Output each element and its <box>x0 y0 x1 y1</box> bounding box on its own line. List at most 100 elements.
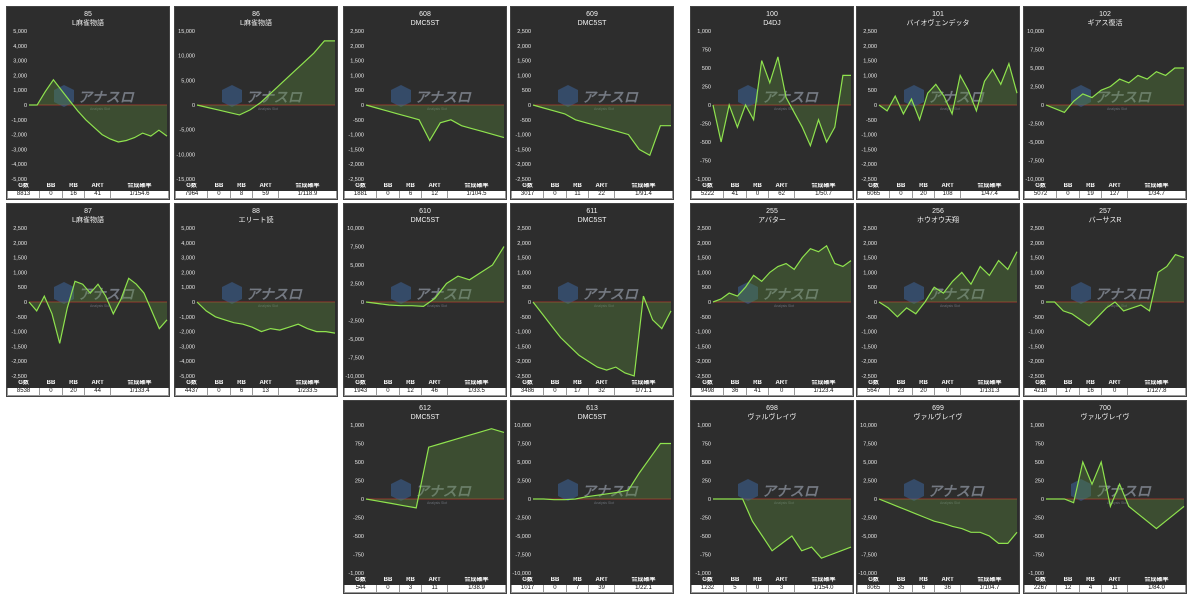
stats-header-cell: 合成確率 <box>447 182 506 191</box>
payout-graph: 10,000 7,500 5,000 2,500 0 -2,500 -5,000 -7,500… <box>858 423 1018 577</box>
machine-panel-88[interactable]: 5,000 4,000 3,000 2,000 1,000 0 -1,000 -2,000 -3… <box>174 203 338 397</box>
y-tick-label: -5,000 <box>179 374 195 380</box>
stats-header-cell: BB <box>1056 379 1080 388</box>
y-tick-label: 2,000 <box>13 241 27 247</box>
y-tick-label: 750 <box>702 442 711 448</box>
y-tick-label: 2,000 <box>517 44 531 50</box>
analysis-slot-logo-icon: アナスロ Analysis Slot <box>558 85 639 111</box>
machine-panel-610[interactable]: 10,000 7,500 5,000 2,500 0 -2,500 -5,000 -7,500… <box>343 203 507 397</box>
y-tick-label: 0 <box>874 300 877 306</box>
machine-panel-609[interactable]: 2,500 2,000 1,500 1,000 500 0 -500 -1,000 -1,500… <box>510 6 674 200</box>
machine-number: 100 <box>766 11 778 18</box>
machine-number: 85 <box>84 11 92 18</box>
y-tick-label: -10,000 <box>176 152 195 158</box>
machine-name: DMC5ST <box>410 20 440 27</box>
stats-header-cell: 合成確率 <box>960 182 1019 191</box>
payout-line <box>1045 67 1184 114</box>
stats-value-art: 13 <box>252 387 279 396</box>
stats-value-prob: 1/47.4 <box>960 190 1019 199</box>
watermark-subtitle: Analysis Slot <box>258 304 278 308</box>
machine-panel-699[interactable]: 10,000 7,500 5,000 2,500 0 -2,500 -5,000 -7,500… <box>856 400 1020 594</box>
stats-value-bb: 41 <box>723 190 747 199</box>
y-tick-label: -15,000 <box>176 177 195 183</box>
y-tick-label: 250 <box>702 479 711 485</box>
machine-panel-255[interactable]: 2,500 2,000 1,500 1,000 500 0 -500 -1,000 -1,500… <box>690 203 854 397</box>
stats-value-bb: 0 <box>207 190 231 199</box>
stats-header-cell: 合成確率 <box>1127 379 1186 388</box>
stats-value-g: 1232 <box>690 584 725 593</box>
machine-panel-608[interactable]: 2,500 2,000 1,500 1,000 500 0 -500 -1,000 -1,500… <box>343 6 507 200</box>
stats-header-cell: 合成確率 <box>794 379 853 388</box>
machine-panel-85[interactable]: 5,000 4,000 3,000 2,000 1,000 0 -1,000 -2,000 -3… <box>6 6 170 200</box>
stats-header-cell: 合成確率 <box>614 576 673 585</box>
y-tick-label: 0 <box>24 103 27 109</box>
y-tick-label: -1,500 <box>861 344 877 350</box>
watermark-brand: アナスロ <box>928 483 985 499</box>
machine-panel-87[interactable]: 2,500 2,000 1,500 1,000 500 0 -500 -1,000 -1,500… <box>6 203 170 397</box>
y-tick-label: -1,000 <box>515 133 531 139</box>
stats-value-bb: 0 <box>39 190 63 199</box>
machine-panel-700[interactable]: 1,000 750 500 250 0 -250 -500 -750 -1,000 アナスロ Ana… <box>1023 400 1187 594</box>
stats-header-cell: 合成確率 <box>447 576 506 585</box>
payout-graph: 2,500 2,000 1,500 1,000 500 0 -500 -1,000 -1,500… <box>515 29 671 183</box>
machine-panel-611[interactable]: 2,500 2,000 1,500 1,000 500 0 -500 -1,000 -1,500… <box>510 203 674 397</box>
payout-graph: 2,500 2,000 1,500 1,000 500 0 -500 -1,000 -1,500… <box>695 226 852 380</box>
y-tick-label: 0 <box>708 300 711 306</box>
machine-header: 100 D4DJ <box>691 10 853 28</box>
stats-value-rb: 20 <box>911 190 936 199</box>
machine-name: ヴァルヴレイヴ <box>747 414 797 421</box>
stats-header-cell: 合成確率 <box>960 379 1019 388</box>
y-tick-label: -750 <box>1033 553 1044 559</box>
stats-value-art: 62 <box>768 190 795 199</box>
y-tick-label: -5,000 <box>515 534 531 540</box>
payout-line <box>532 104 671 157</box>
y-tick-label: 1,000 <box>697 29 711 35</box>
stats-value-art: 3 <box>768 584 795 593</box>
machine-panel-102[interactable]: 10,000 7,500 5,000 2,500 0 -2,500 -5,000 -7,500… <box>1023 6 1187 200</box>
machine-panel-257[interactable]: 2,500 2,000 1,500 1,000 500 0 -500 -1,000 -1,500… <box>1023 203 1187 397</box>
machine-number: 608 <box>419 11 431 18</box>
y-tick-label: 3,000 <box>181 256 195 262</box>
watermark-subtitle: Analysis Slot <box>1107 304 1127 308</box>
y-tick-label: -1,000 <box>1028 571 1044 577</box>
machine-name: DMC5ST <box>577 217 607 224</box>
machine-panel-86[interactable]: 15,000 10,000 5,000 0 -5,000 -10,000 -15,000 アナ… <box>174 6 338 200</box>
machine-panel-612[interactable]: 1,000 750 500 250 0 -250 -500 -750 -1,000 アナスロ Ana… <box>343 400 507 594</box>
y-tick-label: -750 <box>353 553 364 559</box>
y-tick-label: -4,000 <box>11 162 27 168</box>
stats-header-cell: RB <box>398 379 423 388</box>
y-tick-label: 10,000 <box>860 423 877 429</box>
machine-name: バーサスR <box>1088 217 1122 224</box>
stats-header-cell: ART <box>1101 576 1128 585</box>
stats-header-cell: BB <box>207 379 231 388</box>
machine-panel-101[interactable]: 2,500 2,000 1,500 1,000 500 0 -500 -1,000 -1,500… <box>856 6 1020 200</box>
y-tick-label: 2,500 <box>863 479 877 485</box>
y-tick-label: -1,000 <box>11 118 27 124</box>
machine-panel-100[interactable]: 1,000 750 500 250 0 -250 -500 -750 -1,000 アナスロ Ana… <box>690 6 854 200</box>
y-tick-label: -2,000 <box>861 359 877 365</box>
payout-line <box>713 498 852 559</box>
y-tick-label: 500 <box>522 88 531 94</box>
stats-header-cell: ART <box>421 182 448 191</box>
payout-area <box>1046 254 1184 326</box>
stats-header-cell: BB <box>376 576 400 585</box>
stats-table: G数 BB RB ART 合成確率 9498 36 41 0 1/123.4 <box>690 379 853 396</box>
machine-panel-256[interactable]: 2,500 2,000 1,500 1,000 500 0 -500 -1,000 -1,500… <box>856 203 1020 397</box>
machine-panel-698[interactable]: 1,000 750 500 250 0 -250 -500 -750 -1,000 アナスロ Ana… <box>690 400 854 594</box>
y-tick-label: -2,500 <box>348 177 364 183</box>
stats-header-cell: BB <box>1056 576 1080 585</box>
stats-value-g: 8538 <box>6 387 41 396</box>
machine-panel-613[interactable]: 10,000 7,500 5,000 2,500 0 -2,500 -5,000 -7,500… <box>510 400 674 594</box>
y-tick-label: 250 <box>355 479 364 485</box>
stats-value-art: 22 <box>588 190 615 199</box>
y-tick-label: -2,000 <box>179 330 195 336</box>
payout-area <box>533 105 671 156</box>
stats-header-cell: 合成確率 <box>447 379 506 388</box>
payout-graph: 15,000 10,000 5,000 0 -5,000 -10,000 -15,000 アナ… <box>176 29 335 183</box>
stats-header-cell: RB <box>398 576 423 585</box>
machine-header: 613 DMC5ST <box>511 404 673 422</box>
stats-value-prob: 1/118.9 <box>278 190 337 199</box>
stats-table: G数 BB RB ART 合成確率 1881 0 6 12 1/104.5 <box>343 182 506 199</box>
machine-name: L麻雀物語 <box>72 20 104 27</box>
machine-name: アバター <box>758 217 786 224</box>
